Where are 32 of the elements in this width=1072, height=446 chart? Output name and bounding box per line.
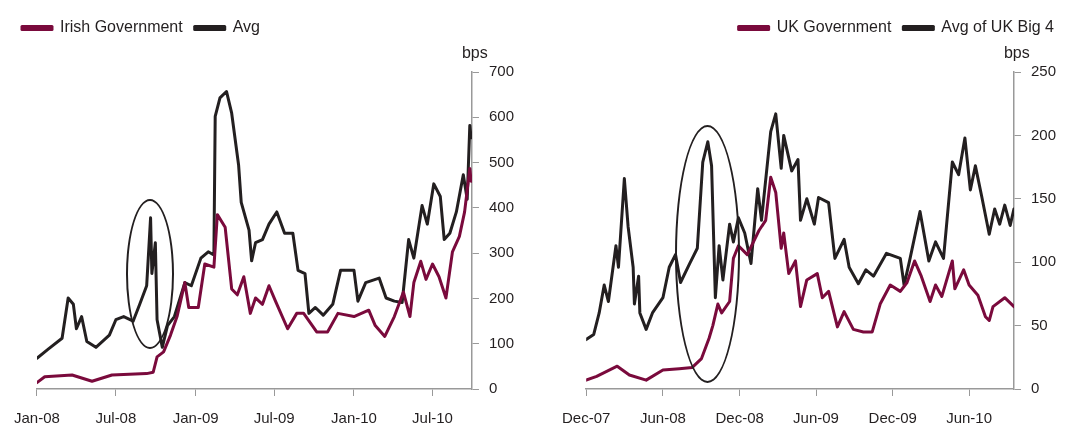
- y-tick-label: 50: [1030, 315, 1048, 333]
- y-tick-label: 500: [488, 152, 514, 170]
- x-tick-label: Jun-08: [639, 409, 686, 427]
- y-tick-label: 100: [1030, 252, 1056, 270]
- y-tick-label: 200: [488, 288, 514, 306]
- y-tick-label: 100: [488, 333, 514, 351]
- y-tick-label: 600: [488, 107, 514, 125]
- x-tick-label: Jul-08: [95, 409, 137, 427]
- y-tick-label: 700: [488, 62, 514, 80]
- y-tick-label: 250: [1030, 62, 1056, 80]
- x-tick-label: Jul-09: [253, 409, 295, 427]
- y-tick-label: 400: [488, 198, 514, 215]
- x-tick-label: Dec-07: [562, 409, 611, 427]
- y-tick-label: 200: [1030, 125, 1056, 143]
- legend-label: Irish Government: [60, 18, 184, 36]
- y-tick-label: 300: [488, 243, 514, 261]
- x-tick-label: Jul-10: [412, 409, 453, 427]
- legend-label: Avg: [232, 18, 260, 36]
- legend-label: Avg of UK Big 4: [941, 18, 1055, 36]
- x-tick-label: Dec-09: [868, 409, 917, 427]
- legend-label: UK Government: [776, 18, 892, 36]
- x-tick-label: Jun-10: [946, 409, 993, 427]
- y-tick-label: 150: [1030, 188, 1056, 206]
- x-tick-label: Jan-08: [13, 409, 60, 427]
- x-tick-label: Dec-08: [715, 409, 764, 427]
- x-tick-label: Jun-09: [793, 409, 839, 427]
- y-axis-title: bps: [1003, 44, 1030, 62]
- y-tick-label: 0: [488, 379, 498, 397]
- x-tick-label: Jan-10: [331, 409, 377, 427]
- x-tick-label: Jan-09: [172, 409, 219, 427]
- y-tick-label: 0: [1030, 379, 1040, 397]
- y-axis-title: bps: [461, 44, 488, 62]
